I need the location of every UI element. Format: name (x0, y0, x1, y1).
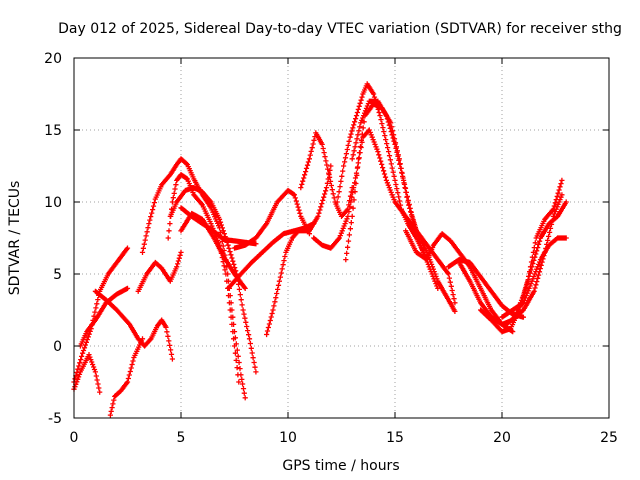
data-point-markers (231, 187, 312, 251)
series-sat-04 (107, 336, 146, 418)
data-point-markers (298, 130, 355, 219)
data-point-markers (92, 288, 175, 362)
series-sat-25 (503, 199, 569, 327)
y-tick-label: 10 (44, 195, 62, 211)
grid (74, 58, 609, 418)
y-tick-label: 5 (53, 267, 62, 283)
data-point-markers (264, 163, 334, 338)
data-point-markers (107, 336, 146, 418)
y-tick-label: 20 (44, 51, 62, 67)
series-sat-12 (231, 187, 312, 251)
x-tick-label: 20 (493, 430, 511, 446)
data-marks (71, 81, 569, 418)
y-axis-label: SDTVAR / TECUs (7, 181, 23, 296)
x-tick-label: 10 (279, 430, 297, 446)
x-tick-label: 25 (600, 430, 618, 446)
x-tick-label: 0 (70, 430, 79, 446)
y-tick-label: 0 (53, 339, 62, 355)
plot-frame (73, 57, 610, 419)
data-point-markers (135, 249, 184, 294)
series-sat-05 (92, 288, 175, 362)
series-sat-15 (298, 130, 355, 219)
data-point-markers (349, 98, 441, 291)
series-sat-06 (135, 249, 184, 294)
x-axis-label: GPS time / hours (282, 458, 399, 474)
axis-ticks: 0 5 10 15 20 25 -5 0 5 10 15 20 (44, 51, 618, 446)
y-tick-label: -5 (48, 411, 62, 427)
series-sat-19 (349, 98, 441, 291)
data-point-markers (503, 199, 569, 327)
x-tick-label: 5 (177, 430, 186, 446)
chart-title: Day 012 of 2025, Sidereal Day-to-day VTE… (58, 21, 622, 37)
y-tick-label: 15 (44, 123, 62, 139)
series-sat-14 (264, 163, 334, 338)
x-tick-label: 15 (386, 430, 404, 446)
